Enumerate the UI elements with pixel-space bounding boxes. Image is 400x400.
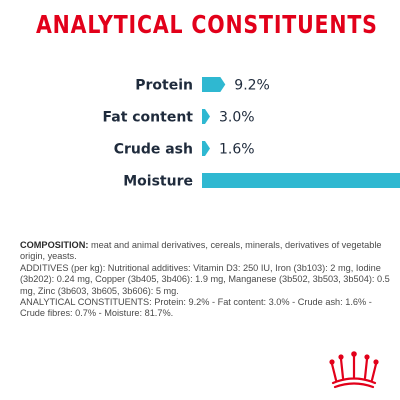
additives-paragraph: ADDITIVES (per kg): Nutritional additive… [20,262,390,296]
bar-fat-content [202,109,210,124]
bar-crude-ash [202,141,210,156]
composition-text-block: COMPOSITION: meat and animal derivatives… [20,240,390,320]
category-label-moisture: Moisture [123,174,193,190]
constituents-paragraph: ANALYTICAL CONSTITUENTS: Protein: 9.2% -… [20,297,372,319]
value-label-protein: 9.2% [234,78,270,94]
crown-icon [329,351,379,389]
value-label-fat-content: 3.0% [219,110,255,126]
value-label-crude-ash: 1.6% [219,142,255,158]
category-label-fat-content: Fat content [103,110,194,126]
page-title: ANALYTICAL CONSTITUENTS [36,10,378,39]
category-label-protein: Protein [135,78,193,94]
nutrient-bar-chart: Protein 9.2% Fat content 3.0% Crude ash 1.6% M… [103,77,400,190]
composition-paragraph: COMPOSITION: meat and animal derivatives… [20,240,390,263]
category-label-crude-ash: Crude ash [114,142,193,158]
composition-ingredients: meat and animal derivatives, cereals, mi… [20,240,382,262]
bar-moisture [202,173,400,188]
bar-protein [202,77,226,92]
composition-heading: COMPOSITION: [20,240,89,250]
